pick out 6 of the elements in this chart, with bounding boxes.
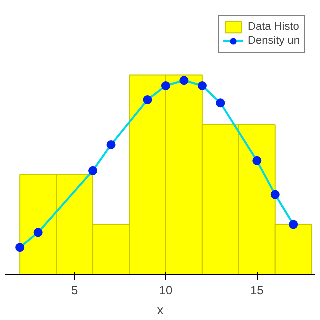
x-tick-label: 5 (71, 284, 78, 298)
x-tick-label: 15 (250, 284, 264, 298)
legend-label: Density un (248, 34, 300, 48)
x-axis-title: x (157, 302, 164, 318)
x-tick-label: 10 (159, 284, 173, 298)
legend-label: Data Histo (248, 20, 300, 34)
